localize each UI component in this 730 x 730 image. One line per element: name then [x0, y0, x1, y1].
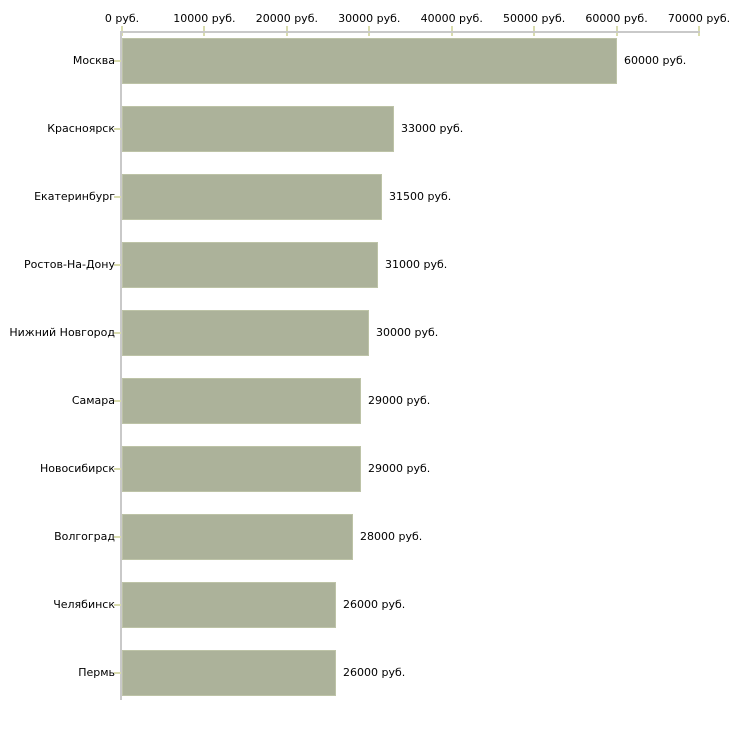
bar — [122, 242, 378, 288]
x-axis-tick-label: 10000 руб. — [173, 12, 236, 25]
category-label: Челябинск — [53, 598, 115, 611]
category-label: Нижний Новгород — [9, 326, 115, 339]
value-label: 33000 руб. — [401, 122, 464, 135]
category-label: Ростов-На-Дону — [23, 258, 115, 271]
category-tick-mark — [114, 672, 121, 674]
x-axis-tick-label: 60000 руб. — [585, 12, 648, 25]
category-tick-mark — [114, 264, 121, 266]
category-label: Москва — [72, 54, 115, 67]
bar — [122, 38, 617, 84]
category-tick-mark — [114, 60, 121, 62]
value-label: 28000 руб. — [360, 530, 423, 543]
x-axis-tick-label: 0 руб. — [104, 12, 140, 25]
category-label: Волгоград — [54, 530, 115, 543]
value-label: 26000 руб. — [343, 598, 406, 611]
category-tick-mark — [114, 400, 121, 402]
value-label: 60000 руб. — [624, 54, 687, 67]
x-axis-tick-label: 30000 руб. — [338, 12, 401, 25]
value-label: 29000 руб. — [368, 394, 431, 407]
bar — [122, 446, 361, 492]
x-axis-tick-label: 50000 руб. — [503, 12, 566, 25]
category-tick-mark — [114, 128, 121, 130]
bar — [122, 106, 394, 152]
category-tick-mark — [114, 332, 121, 334]
category-label: Екатеринбург — [34, 190, 115, 203]
value-label: 26000 руб. — [343, 666, 406, 679]
category-tick-mark — [114, 536, 121, 538]
x-axis-line — [120, 31, 700, 33]
bar — [122, 378, 361, 424]
value-label: 29000 руб. — [368, 462, 431, 475]
value-label: 31000 руб. — [385, 258, 448, 271]
category-tick-mark — [114, 196, 121, 198]
category-tick-mark — [114, 604, 121, 606]
bar — [122, 310, 369, 356]
category-label: Самара — [71, 394, 115, 407]
x-axis-tick-label: 40000 руб. — [420, 12, 483, 25]
x-axis-tick-label: 20000 руб. — [255, 12, 318, 25]
bar — [122, 174, 382, 220]
bar — [122, 582, 336, 628]
category-label: Новосибирск — [39, 462, 115, 475]
value-label: 30000 руб. — [376, 326, 439, 339]
bar — [122, 514, 353, 560]
value-label: 31500 руб. — [389, 190, 452, 203]
bar — [122, 650, 336, 696]
category-label: Пермь — [78, 666, 115, 679]
category-label: Красноярск — [47, 122, 115, 135]
category-tick-mark — [114, 468, 121, 470]
y-axis-line — [120, 31, 122, 700]
x-axis-tick-label: 70000 руб. — [667, 12, 730, 25]
